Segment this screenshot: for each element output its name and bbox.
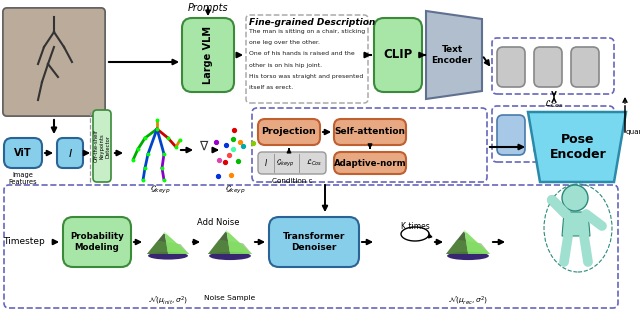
FancyBboxPatch shape <box>258 152 326 174</box>
FancyBboxPatch shape <box>93 110 111 182</box>
Text: itself as erect.: itself as erect. <box>249 85 293 90</box>
FancyBboxPatch shape <box>497 47 525 87</box>
Ellipse shape <box>148 252 188 260</box>
Polygon shape <box>208 231 230 254</box>
Ellipse shape <box>209 252 251 260</box>
Text: Self-attention: Self-attention <box>335 128 406 137</box>
Text: quantize: quantize <box>626 129 640 135</box>
Polygon shape <box>446 240 490 254</box>
Polygon shape <box>446 231 468 254</box>
Text: $\mathcal{L}_{Cos}$: $\mathcal{L}_{Cos}$ <box>544 98 564 110</box>
Text: CLIP: CLIP <box>383 48 413 61</box>
Polygon shape <box>227 231 252 254</box>
FancyBboxPatch shape <box>3 8 105 116</box>
Polygon shape <box>426 11 482 99</box>
Text: $I$: $I$ <box>264 158 268 168</box>
Polygon shape <box>562 212 590 236</box>
Text: one leg over the other.: one leg over the other. <box>249 40 320 45</box>
Text: $\nabla$: $\nabla$ <box>199 139 209 153</box>
FancyBboxPatch shape <box>57 138 83 168</box>
Text: Add Noise: Add Noise <box>196 218 239 227</box>
FancyBboxPatch shape <box>182 18 234 92</box>
Text: The man is sitting on a chair, sticking: The man is sitting on a chair, sticking <box>249 29 365 34</box>
FancyBboxPatch shape <box>4 138 42 168</box>
Text: $\mathcal{N}(\mu_{rec},\sigma^2)$: $\mathcal{N}(\mu_{rec},\sigma^2)$ <box>448 295 488 307</box>
FancyBboxPatch shape <box>63 217 131 267</box>
Text: Noise Sample: Noise Sample <box>204 295 255 301</box>
Text: Prompts: Prompts <box>188 3 228 13</box>
FancyBboxPatch shape <box>571 47 599 87</box>
Polygon shape <box>463 231 470 233</box>
FancyBboxPatch shape <box>269 217 359 267</box>
Circle shape <box>562 185 588 211</box>
FancyBboxPatch shape <box>571 115 599 155</box>
Text: $I$: $I$ <box>67 147 72 159</box>
Text: $\mathcal{N}(\mu_{init},\sigma^2)$: $\mathcal{N}(\mu_{init},\sigma^2)$ <box>148 295 188 307</box>
FancyBboxPatch shape <box>258 119 320 145</box>
FancyBboxPatch shape <box>334 119 406 145</box>
Text: ViT: ViT <box>14 148 32 158</box>
Text: $\mathcal{G}_{keyp}$: $\mathcal{G}_{keyp}$ <box>225 184 245 196</box>
Text: Transformer
Denoiser: Transformer Denoiser <box>283 232 345 252</box>
Polygon shape <box>208 240 252 254</box>
Text: Pose
Encoder: Pose Encoder <box>550 133 606 161</box>
FancyBboxPatch shape <box>497 115 525 155</box>
FancyBboxPatch shape <box>334 152 406 174</box>
FancyBboxPatch shape <box>534 47 562 87</box>
Polygon shape <box>164 232 189 254</box>
Text: $\mathcal{G}_{keyp}$: $\mathcal{G}_{keyp}$ <box>276 157 294 169</box>
Polygon shape <box>528 112 626 182</box>
Text: His torso was straight and presented: His torso was straight and presented <box>249 74 364 79</box>
Ellipse shape <box>447 252 489 260</box>
Text: Projection: Projection <box>262 128 316 137</box>
Text: Timestep: Timestep <box>3 237 45 246</box>
Text: K times: K times <box>401 222 429 231</box>
Text: Image
Features: Image Features <box>9 172 37 185</box>
Text: Text
Encoder: Text Encoder <box>431 45 472 65</box>
Text: Adaptive-norm: Adaptive-norm <box>333 158 406 168</box>
Text: Probability
Modeling: Probability Modeling <box>70 232 124 252</box>
Text: Fine-grained Description: Fine-grained Description <box>249 18 375 27</box>
Text: $\mathcal{G}_{keyp}$: $\mathcal{G}_{keyp}$ <box>150 184 170 196</box>
FancyBboxPatch shape <box>3 8 105 116</box>
Polygon shape <box>147 241 189 254</box>
Polygon shape <box>147 232 168 254</box>
Text: $\mathcal{L}_{Cos}$: $\mathcal{L}_{Cos}$ <box>306 158 322 168</box>
Text: Condition c: Condition c <box>272 178 312 184</box>
Polygon shape <box>465 231 490 254</box>
Polygon shape <box>225 231 232 233</box>
FancyBboxPatch shape <box>534 115 562 155</box>
Text: other is on his hip joint.: other is on his hip joint. <box>249 63 322 68</box>
Text: One of his hands is raised and the: One of his hands is raised and the <box>249 51 355 56</box>
Text: Large VLM: Large VLM <box>203 26 213 84</box>
FancyBboxPatch shape <box>374 18 422 92</box>
Polygon shape <box>163 232 170 235</box>
Text: Off-the-shelf
Keypoints
Detector: Off-the-shelf Keypoints Detector <box>93 129 110 162</box>
